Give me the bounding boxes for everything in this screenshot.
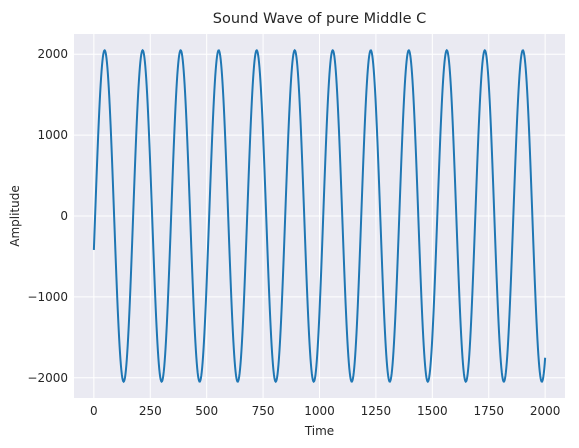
sound-wave-line [92, 48, 547, 384]
y-tick-label: 0 [60, 209, 68, 223]
y-tick-label: −2000 [27, 371, 68, 385]
y-tick-label: −1000 [27, 290, 68, 304]
x-tick-labels: 0 250 500 750 1000 1250 1500 1750 2000 [90, 404, 560, 418]
x-tick-label: 1250 [361, 404, 392, 418]
y-tick-labels: −2000 −1000 0 1000 2000 [27, 47, 68, 385]
x-tick-label: 500 [195, 404, 218, 418]
x-tick-label: 0 [90, 404, 98, 418]
x-tick-label: 1000 [304, 404, 335, 418]
y-tick-label: 1000 [37, 128, 68, 142]
x-tick-label: 1750 [473, 404, 504, 418]
chart-title: Sound Wave of pure Middle C [213, 11, 426, 27]
x-tick-label: 250 [139, 404, 162, 418]
x-axis-label: Time [304, 424, 334, 438]
x-tick-label: 750 [252, 404, 275, 418]
y-tick-label: 2000 [37, 47, 68, 61]
x-tick-label: 1500 [417, 404, 448, 418]
y-axis-label: Amplitude [8, 185, 22, 247]
x-tick-label: 2000 [530, 404, 561, 418]
